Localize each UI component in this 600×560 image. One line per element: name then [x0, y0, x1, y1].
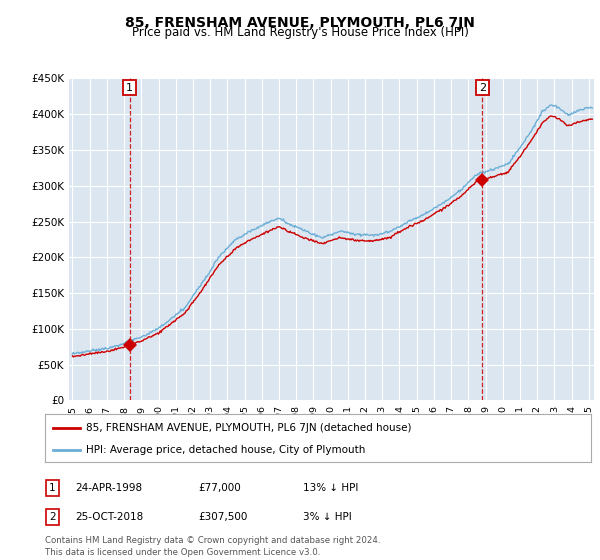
Text: 2: 2	[49, 512, 56, 522]
Text: £77,000: £77,000	[198, 483, 241, 493]
Text: Contains HM Land Registry data © Crown copyright and database right 2024.
This d: Contains HM Land Registry data © Crown c…	[45, 536, 380, 557]
Text: 85, FRENSHAM AVENUE, PLYMOUTH, PL6 7JN: 85, FRENSHAM AVENUE, PLYMOUTH, PL6 7JN	[125, 16, 475, 30]
Text: 1: 1	[126, 82, 133, 92]
Text: 2: 2	[479, 82, 486, 92]
Text: HPI: Average price, detached house, City of Plymouth: HPI: Average price, detached house, City…	[86, 445, 365, 455]
Text: 85, FRENSHAM AVENUE, PLYMOUTH, PL6 7JN (detached house): 85, FRENSHAM AVENUE, PLYMOUTH, PL6 7JN (…	[86, 423, 412, 433]
Text: £307,500: £307,500	[198, 512, 247, 522]
Text: 3% ↓ HPI: 3% ↓ HPI	[303, 512, 352, 522]
Text: Price paid vs. HM Land Registry's House Price Index (HPI): Price paid vs. HM Land Registry's House …	[131, 26, 469, 39]
Text: 1: 1	[49, 483, 56, 493]
Text: 25-OCT-2018: 25-OCT-2018	[75, 512, 143, 522]
Text: 13% ↓ HPI: 13% ↓ HPI	[303, 483, 358, 493]
Text: 24-APR-1998: 24-APR-1998	[75, 483, 142, 493]
